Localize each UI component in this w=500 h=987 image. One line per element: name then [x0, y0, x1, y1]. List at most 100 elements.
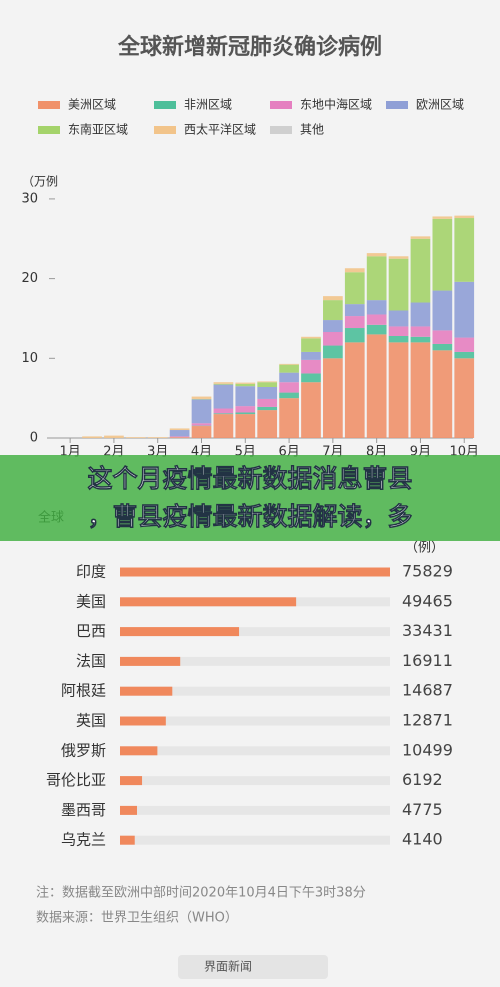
value-label: 10499 [402, 740, 453, 759]
headline: 这个月疫情最新数据消息曹县 [87, 464, 412, 493]
category-label: 阿根廷 [61, 682, 106, 700]
category-label: 法国 [76, 652, 106, 670]
legend-label: 东地中海区域 [300, 97, 372, 112]
bar-segment [454, 281, 475, 338]
bar-segment [454, 215, 475, 219]
bar [120, 597, 297, 607]
bar-segment [279, 363, 299, 365]
bar-segment [257, 386, 278, 399]
bar-track [120, 835, 390, 845]
unit-label: （例） [405, 541, 444, 556]
bar-segment [169, 437, 190, 438]
bar-segment [235, 414, 256, 438]
legend-label: 其他 [300, 123, 324, 137]
bar-segment [410, 326, 431, 337]
bar-segment [235, 382, 256, 384]
bar-segment [191, 399, 212, 424]
legend-label: 美洲区域 [68, 98, 116, 112]
bar [120, 656, 181, 666]
bar-segment [366, 256, 387, 301]
bar-segment [323, 300, 343, 321]
bar-segment [454, 358, 475, 438]
bar-segment [279, 372, 299, 383]
bar-segment [454, 337, 475, 352]
bar-segment [191, 426, 212, 438]
y-tick-label: 10 [21, 351, 38, 366]
bar [120, 567, 390, 577]
bar-segment [432, 330, 453, 344]
headline-banner [0, 455, 500, 541]
y-axis-label: （万例 [22, 175, 58, 189]
bar-segment [213, 408, 234, 414]
bar-segment [169, 436, 190, 438]
bar-segment [344, 342, 365, 438]
bar [120, 805, 138, 815]
bar-segment [213, 383, 234, 385]
bar-segment [432, 216, 453, 219]
bar-segment [82, 436, 102, 438]
bar [120, 716, 166, 726]
bar-segment [301, 359, 321, 374]
value-label: 33431 [402, 621, 453, 640]
bar-segment [366, 253, 387, 257]
bar-segment [235, 383, 256, 387]
bar-track [120, 746, 390, 756]
bar-segment [388, 342, 409, 438]
bar-segment [125, 437, 146, 438]
bar-segment [213, 413, 234, 415]
bar-segment [213, 384, 234, 409]
value-label: 4775 [402, 800, 443, 819]
bar-track [120, 656, 390, 666]
bar-segment [279, 364, 299, 373]
bar-segment [410, 236, 431, 239]
bar-segment [257, 382, 278, 387]
bar [120, 746, 158, 756]
bar-segment [301, 351, 321, 360]
value-label: 75829 [402, 562, 453, 581]
bar-segment [432, 350, 453, 438]
bar-segment [279, 392, 299, 399]
bar-segment [432, 218, 453, 291]
bar-segment [301, 382, 321, 438]
bar-track [120, 776, 390, 786]
value-label: 6192 [402, 770, 443, 789]
legend-label: 东南亚区域 [68, 122, 128, 137]
bar-segment [213, 414, 234, 438]
bar-track [120, 805, 390, 815]
chart-title: 全球新增新冠肺炎确诊病例 [117, 34, 382, 60]
bar-segment [454, 351, 475, 359]
bar-track [120, 627, 390, 637]
y-tick-label: 20 [21, 271, 38, 286]
category-label: 乌克兰 [61, 831, 106, 849]
legend-label: 西太平洋区域 [184, 122, 256, 137]
legend-label: 非洲区域 [184, 98, 232, 112]
bar-segment [410, 238, 431, 303]
y-tick-label: 30 [21, 191, 38, 206]
bar-segment [169, 430, 190, 437]
note: 注：数据截至欧洲中部时间2020年10月4日下午3时38分 [36, 886, 366, 901]
bar-segment [104, 435, 124, 438]
category-label: 印度 [76, 563, 106, 581]
bar [120, 686, 173, 696]
legend-swatch [38, 126, 60, 134]
legend-swatch [270, 101, 292, 109]
bar-segment [432, 290, 453, 331]
bar-segment [366, 324, 387, 335]
bar-segment [235, 412, 256, 415]
category-label: 英国 [76, 712, 106, 730]
bar-segment [410, 302, 431, 327]
bar-segment [257, 410, 278, 438]
bar-segment [147, 437, 168, 438]
category-label: 俄罗斯 [61, 741, 106, 759]
value-label: 14687 [402, 681, 453, 700]
footer: 界面新闻 [204, 959, 252, 974]
legend-swatch [154, 126, 176, 134]
bar-segment [301, 338, 321, 352]
headline: ，曹县疫情最新数据解读，多 [87, 502, 412, 531]
bar-segment [257, 398, 278, 407]
bar-track [120, 686, 390, 696]
bar-segment [366, 334, 387, 438]
bar-segment [235, 386, 256, 407]
